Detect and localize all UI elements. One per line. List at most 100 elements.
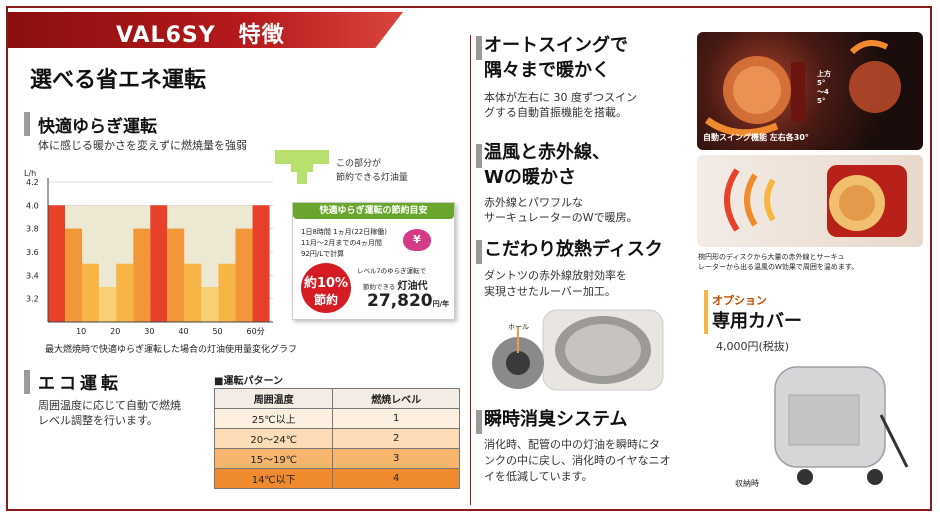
bar — [48, 205, 66, 322]
warm-air-photo-caption: 椀円形のディスクから大量の赤外線とサーキュ レーターから出る温風のW効果で周囲を… — [698, 252, 858, 272]
saving-band — [99, 205, 117, 287]
x-tick-label: 20 — [110, 327, 120, 336]
bar — [133, 228, 151, 322]
y-tick-label: 3.4 — [26, 271, 39, 280]
section-marker-icon — [24, 370, 30, 394]
level-cell: 1 — [332, 408, 460, 429]
section-marker-icon — [476, 240, 482, 264]
option-marker-icon — [704, 290, 708, 334]
note-line2: 節約できる 灯油代 — [363, 277, 427, 292]
auto-swing-desc-line2: グする自動首振機能を搭載。 — [484, 106, 627, 119]
chart-caption: 最大燃焼時で快適ゆらぎ運転した場合の灯油使用量変化グラフ — [45, 345, 298, 355]
bar — [116, 263, 134, 322]
option-caption: 収納時 — [735, 479, 759, 488]
warm-air-desc-line1: 赤外線とパワフルな — [484, 196, 583, 209]
pattern-table: 周囲温度 燃焼レベル 25℃以上 1 20～24℃ 2 15～19℃ 3 14℃以下 4 — [213, 388, 460, 489]
disc-desc-line1: ダントツの赤外線放射効率を — [484, 269, 627, 282]
disc-title: こだわり放熱ディスク — [484, 239, 663, 260]
savings-title: 快適ゆらぎ運転の節約目安 — [293, 203, 454, 219]
saving-legend-icon — [275, 150, 329, 184]
bar — [201, 287, 219, 322]
temp-cell: 14℃以下 — [213, 468, 334, 489]
warm-air-photo — [697, 155, 923, 247]
deodor-desc-line1: 消化時、配管の中の灯油を瞬時にタ — [484, 438, 660, 451]
level-cell: 2 — [332, 428, 460, 449]
deodor-desc-line3: イを低減しています。 — [484, 470, 593, 483]
bar — [218, 263, 236, 322]
saving-band — [201, 205, 219, 287]
warm-air-caption-line2: レーターから出る温風のW効果で周囲を温めます。 — [698, 263, 859, 271]
header-level: 燃焼レベル — [332, 388, 460, 409]
column-divider — [470, 35, 471, 505]
swing-photo: 自動スイング機能 左右各30° 上方5°～45° — [697, 32, 923, 150]
warm-air-desc-line2: サーキュレーターのWで暖房。 — [484, 211, 638, 224]
swing-photo-caption: 自動スイング機能 左右各30° — [703, 133, 809, 142]
deodor-title: 瞬時消臭システム — [484, 409, 628, 430]
warm-air-title-line2: Wの暖かさ — [484, 167, 576, 188]
saving-band — [184, 205, 202, 264]
saving-band — [133, 205, 151, 229]
comfort-title: 快適ゆらぎ運転 — [38, 117, 157, 137]
y-tick-label: 4.2 — [26, 178, 39, 187]
table-header-row: 周囲温度 燃焼レベル — [213, 388, 460, 409]
page-frame — [6, 6, 932, 511]
y-tick-label: 3.2 — [26, 295, 39, 304]
heat-waves-illustration-icon — [724, 165, 907, 237]
title-banner: VAL6SY 特徴 — [8, 12, 403, 48]
level-cell: 3 — [332, 448, 460, 469]
eco-desc-line2: レベル調整を行います。 — [38, 414, 158, 427]
option-label: オプション — [712, 294, 767, 307]
disc-desc-line2: 実現させたルーバー加工。 — [484, 285, 616, 298]
savings-cond1: 1日8時間 1ヵ月(22日稼働) — [301, 228, 387, 236]
purse-icon: ¥ — [403, 229, 431, 251]
temp-cell: 20～24℃ — [213, 428, 334, 449]
disc-illustration-icon — [492, 309, 664, 391]
legend-line2: 節約できる灯油量 — [336, 173, 408, 183]
section-marker-icon — [476, 410, 482, 434]
fuel-usage-chart: L/h4.2 4.0 3.8 3.6 3.4 3.2 10 20 30 40 50 60分 — [24, 169, 273, 336]
heater-swing-illustration-icon — [704, 40, 901, 137]
x-tick-label: 60分 — [247, 327, 265, 336]
table-row: 15～19℃ 3 — [213, 448, 460, 469]
note-line1: レベル7のゆらぎ運転で — [357, 267, 427, 275]
temp-cell: 15～19℃ — [213, 448, 334, 469]
amount-value: 27,820 — [367, 291, 433, 311]
section-marker-icon — [476, 144, 482, 168]
y-tick-label: 4.0 — [26, 201, 39, 210]
saving-band — [65, 205, 83, 229]
y-tick-label: 3.8 — [26, 225, 39, 234]
deodor-desc-line2: ンクの中に戻し、消化時のイヤなニオ — [484, 454, 671, 467]
eco-desc-line1: 周囲温度に応じて自動で燃焼 — [38, 399, 181, 412]
x-tick-label: 40 — [178, 327, 188, 336]
option-title: 専用カバー — [712, 311, 802, 332]
banner-title: VAL6SY 特徴 — [116, 23, 285, 48]
section-marker-icon — [24, 112, 30, 136]
bar — [235, 228, 253, 322]
savings-box: 快適ゆらぎ運転の節約目安 1日8時間 1ヵ月(22日稼働) 11月～2月までの4… — [292, 202, 455, 320]
bar — [82, 263, 100, 322]
eco-title: エコ運転 — [38, 374, 122, 394]
y-tick-label: 3.6 — [26, 248, 39, 257]
main-heading: 選べる省エネ運転 — [30, 68, 207, 93]
saving-band — [167, 205, 185, 229]
bar — [167, 228, 185, 322]
section-marker-icon — [476, 36, 482, 60]
x-tick-label: 50 — [212, 327, 222, 336]
saving-band — [82, 205, 100, 264]
auto-swing-title-line2: 隅々まで暖かく — [484, 60, 610, 81]
bar — [252, 205, 270, 322]
saving-band — [116, 205, 134, 264]
note-line2-text: 節約できる — [363, 283, 396, 291]
swing-photo-angle: 上方5°～45° — [817, 70, 831, 105]
warm-air-title-line1: 温風と赤外線、 — [484, 142, 610, 163]
header-temp: 周囲温度 — [213, 388, 334, 409]
table-row: 20～24℃ 2 — [213, 428, 460, 449]
badge-line2: 節約 — [313, 293, 338, 307]
bar — [65, 228, 83, 322]
note-emph: 灯油代 — [397, 281, 428, 292]
savings-cond2: 11月～2月までの4ヵ月間 — [301, 239, 382, 247]
saving-band — [218, 205, 236, 264]
badge-line1: 約10% — [303, 276, 349, 291]
warm-air-caption-line1: 椀円形のディスクから大量の赤外線とサーキュ — [698, 253, 845, 261]
auto-swing-desc-line1: 本体が左右に 30 度ずつスイン — [484, 91, 637, 104]
